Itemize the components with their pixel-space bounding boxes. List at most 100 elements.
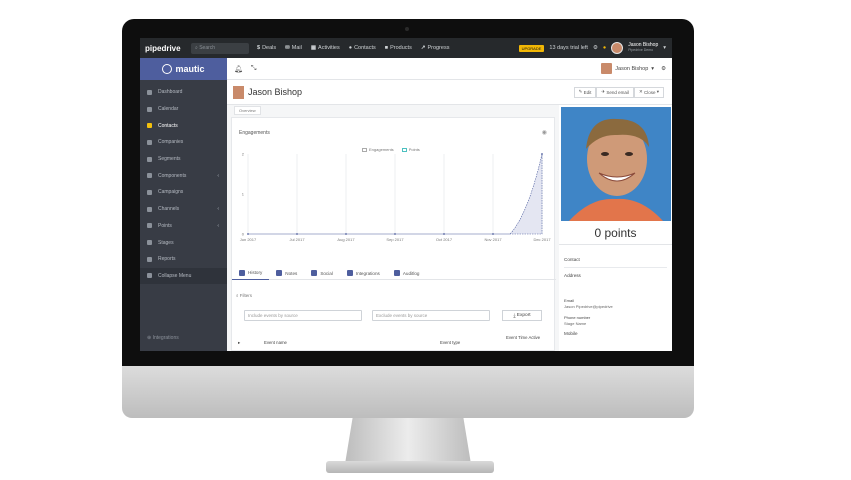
close-icon: ✕ bbox=[638, 89, 644, 94]
nav-progress[interactable]: ↗ Progress bbox=[421, 45, 450, 51]
eye-icon[interactable]: ◉ bbox=[541, 130, 547, 136]
x-tick-label: Dec 2017 bbox=[533, 237, 551, 242]
pencil-icon: ✎ bbox=[578, 89, 584, 94]
segments-icon bbox=[147, 156, 152, 162]
x-tick-label: Jul 2017 bbox=[289, 237, 305, 242]
tab-history[interactable]: History bbox=[232, 266, 270, 280]
button-label: Edit bbox=[583, 89, 592, 95]
search-icon: ⌕ bbox=[195, 45, 200, 51]
nav-products[interactable]: ■ Products bbox=[385, 45, 412, 51]
nav-activities[interactable]: ▦ Activities bbox=[311, 45, 340, 51]
sidebar-item-channels[interactable]: Channels ‹ bbox=[140, 201, 227, 218]
sidebar-item-label: Contacts bbox=[158, 122, 178, 129]
upgrade-button[interactable]: UPGRADE bbox=[518, 44, 545, 52]
tab-integrations[interactable]: Integrations bbox=[340, 266, 387, 280]
calendar-icon: ▦ bbox=[310, 45, 317, 51]
expand-icon[interactable]: ⤡ bbox=[250, 64, 257, 72]
search-icon: ⌕ bbox=[236, 293, 240, 298]
activity-tabs: History Notes Social Integrations Auditl… bbox=[232, 266, 556, 280]
search-placeholder: Search bbox=[199, 45, 216, 51]
pipedrive-logo[interactable]: pipedrive bbox=[145, 43, 181, 53]
avatar[interactable] bbox=[611, 42, 624, 54]
mobile-label: Mobile bbox=[564, 331, 578, 336]
legend-swatch bbox=[362, 147, 367, 152]
lightbulb-icon[interactable]: ● bbox=[602, 45, 607, 51]
dollar-icon: $ bbox=[257, 45, 261, 51]
calendar-icon bbox=[147, 106, 152, 112]
collapse-icon bbox=[147, 273, 152, 279]
tab-notes[interactable]: Notes bbox=[269, 266, 304, 280]
rss-icon bbox=[147, 206, 152, 212]
monitor-stand bbox=[345, 418, 471, 464]
sidebar-menu: Dashboard Calendar Contacts Companies Se… bbox=[140, 84, 227, 285]
sidebar-item-label: Channels bbox=[158, 206, 180, 213]
calculator-icon bbox=[147, 223, 152, 229]
stages-icon bbox=[147, 240, 152, 246]
edit-button[interactable]: ✎ Edit bbox=[573, 86, 597, 98]
chevron-down-icon[interactable]: ▾ bbox=[663, 45, 666, 51]
topbar-user-name: Jason Bishop bbox=[615, 65, 649, 72]
mautic-logo[interactable]: mautic bbox=[140, 58, 227, 80]
sidebar-item-segments[interactable]: Segments bbox=[140, 151, 227, 168]
sidebar-footer-integrations[interactable]: ⊕ Integrations bbox=[147, 335, 179, 341]
export-button[interactable]: ⤓ Export bbox=[502, 310, 542, 321]
sidebar-item-collapse[interactable]: Collapse Menu bbox=[140, 267, 227, 285]
contacts-icon bbox=[147, 123, 152, 129]
sidebar-item-reports[interactable]: Reports bbox=[140, 251, 227, 268]
pipedrive-right: UPGRADE 13 days trial left ⚙ ● Jason Bis… bbox=[518, 42, 666, 54]
mautic-topbar: 🔔︎ ⤡ Jason Bishop ▾ ⚙ bbox=[227, 58, 672, 80]
legend-item[interactable]: Engagements bbox=[362, 147, 394, 152]
exclude-events-input[interactable]: Exclude events by source bbox=[372, 310, 490, 321]
contact-actions: ✎ Edit ✈ Send email ✕ Close ▾ bbox=[573, 86, 664, 98]
tab-auditlog[interactable]: Auditlog bbox=[387, 266, 427, 280]
close-button[interactable]: ✕ Close ▾ bbox=[633, 86, 664, 98]
building-icon bbox=[147, 139, 152, 145]
legend-item[interactable]: Points bbox=[401, 147, 420, 152]
sidebar-item-dashboard[interactable]: Dashboard bbox=[140, 84, 227, 101]
col-event-time[interactable]: Event Time Active bbox=[506, 335, 541, 340]
sidebar-item-stages[interactable]: Stages bbox=[140, 234, 227, 251]
tab-social[interactable]: Social bbox=[304, 266, 340, 280]
nav-label: Activities bbox=[318, 45, 340, 51]
sidebar-item-points[interactable]: Points ‹ bbox=[140, 218, 227, 235]
nav-deals[interactable]: $ Deals bbox=[257, 45, 276, 51]
pipedrive-user[interactable]: Jason Bishop Pipedrive Demo bbox=[628, 43, 658, 53]
email-value[interactable]: Jason Pipedrive@pipedrive bbox=[564, 304, 613, 309]
send-email-button[interactable]: ✈ Send email bbox=[596, 86, 634, 98]
topbar-user[interactable]: Jason Bishop ▾ ⚙ bbox=[601, 63, 666, 74]
sidebar-item-companies[interactable]: Companies bbox=[140, 134, 227, 151]
box-icon: ■ bbox=[384, 45, 389, 51]
chart-icon: ↗ bbox=[420, 45, 426, 51]
chart-legend: Engagements Points bbox=[362, 147, 420, 152]
filters-toggle[interactable]: ⌕ Filters bbox=[236, 293, 252, 298]
sidebar-item-components[interactable]: Components ‹ bbox=[140, 167, 227, 184]
clock-icon bbox=[147, 189, 152, 195]
tab-label: Social bbox=[320, 270, 333, 276]
pipedrive-search-input[interactable]: ⌕ Search bbox=[191, 42, 249, 54]
include-events-input[interactable]: Include events by source bbox=[244, 310, 362, 321]
social-icon bbox=[311, 270, 318, 276]
settings-icon[interactable]: ⚙ bbox=[661, 65, 666, 72]
dashboard-icon bbox=[147, 89, 152, 95]
avatar bbox=[601, 63, 613, 74]
col-event-type[interactable]: Event type bbox=[440, 340, 461, 345]
bell-icon[interactable]: 🔔︎ bbox=[234, 65, 243, 73]
mautic-logo-icon bbox=[162, 64, 173, 74]
contact-details-panel: 0 points Contact Address Email Jason Pip… bbox=[559, 105, 672, 351]
sidebar-item-contacts[interactable]: Contacts bbox=[140, 117, 227, 134]
mautic-logo-text: mautic bbox=[175, 64, 205, 74]
sidebar-item-label: Collapse Menu bbox=[158, 272, 192, 279]
overview-tab[interactable]: Overview bbox=[234, 106, 261, 115]
select-all-checkbox[interactable]: ▸ bbox=[238, 340, 241, 345]
settings-icon[interactable]: ⚙ bbox=[592, 45, 598, 51]
tab-label: Integrations bbox=[355, 270, 380, 276]
col-event-name[interactable]: Event name bbox=[264, 340, 287, 345]
sidebar-item-calendar[interactable]: Calendar bbox=[140, 101, 227, 118]
nav-mail[interactable]: ✉ Mail bbox=[285, 45, 302, 51]
monitor-chin bbox=[122, 366, 694, 418]
sidebar-item-campaigns[interactable]: Campaigns bbox=[140, 184, 227, 201]
nav-contacts[interactable]: ● Contacts bbox=[349, 45, 376, 51]
x-tick-label: Nov 2017 bbox=[484, 237, 502, 242]
sidebar-item-label: Calendar bbox=[158, 106, 179, 113]
